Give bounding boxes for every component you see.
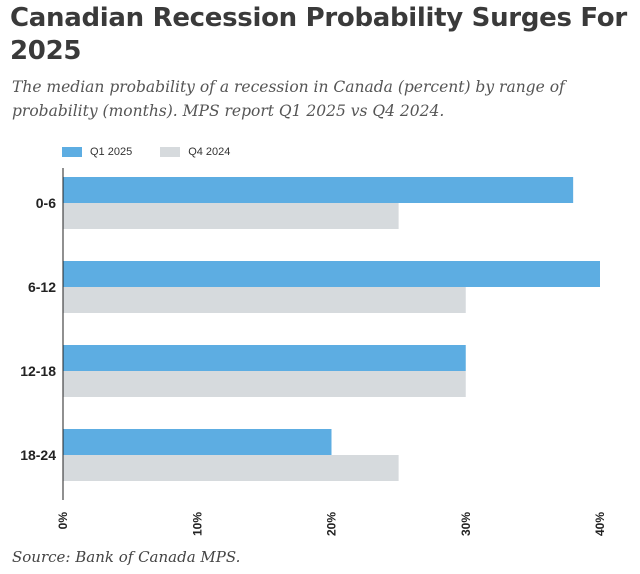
bar-0-6-q1-2025 [63, 177, 574, 203]
bar-6-12-q1-2025 [63, 261, 600, 287]
legend-label-q1-2025: Q1 2025 [90, 146, 133, 158]
bar-0-6-q4-2024 [63, 203, 399, 229]
x-tick-label: 0% [56, 512, 70, 530]
legend-item-q1-2025: Q1 2025 [62, 146, 132, 158]
source-note: Source: Bank of Canada MPS. [12, 548, 241, 566]
legend-swatch-q1-2025 [62, 147, 82, 157]
x-tick-label: 30% [459, 512, 473, 536]
chart-title: Canadian Recession Probability Surges Fo… [10, 3, 627, 66]
x-tick-label: 20% [325, 512, 339, 536]
legend: Q1 2025 Q4 2024 [62, 144, 258, 160]
bar-12-18-q1-2025 [63, 345, 466, 371]
category-label: 12-18 [20, 363, 56, 379]
bar-18-24-q1-2025 [63, 429, 332, 455]
chart-subtitle: The median probability of a recession in… [12, 78, 565, 120]
category-label: 6-12 [28, 279, 56, 295]
category-label: 18-24 [20, 447, 56, 463]
legend-swatch-q4-2024 [160, 147, 181, 157]
x-tick-label: 40% [593, 512, 607, 536]
legend-label-q4-2024: Q4 2024 [188, 146, 231, 158]
legend-item-q4-2024: Q4 2024 [160, 146, 230, 158]
x-tick-label: 10% [190, 512, 204, 536]
bar-18-24-q4-2024 [63, 455, 399, 481]
bar-12-18-q4-2024 [63, 371, 466, 397]
category-label: 0-6 [36, 195, 56, 211]
bar-6-12-q4-2024 [63, 287, 466, 313]
